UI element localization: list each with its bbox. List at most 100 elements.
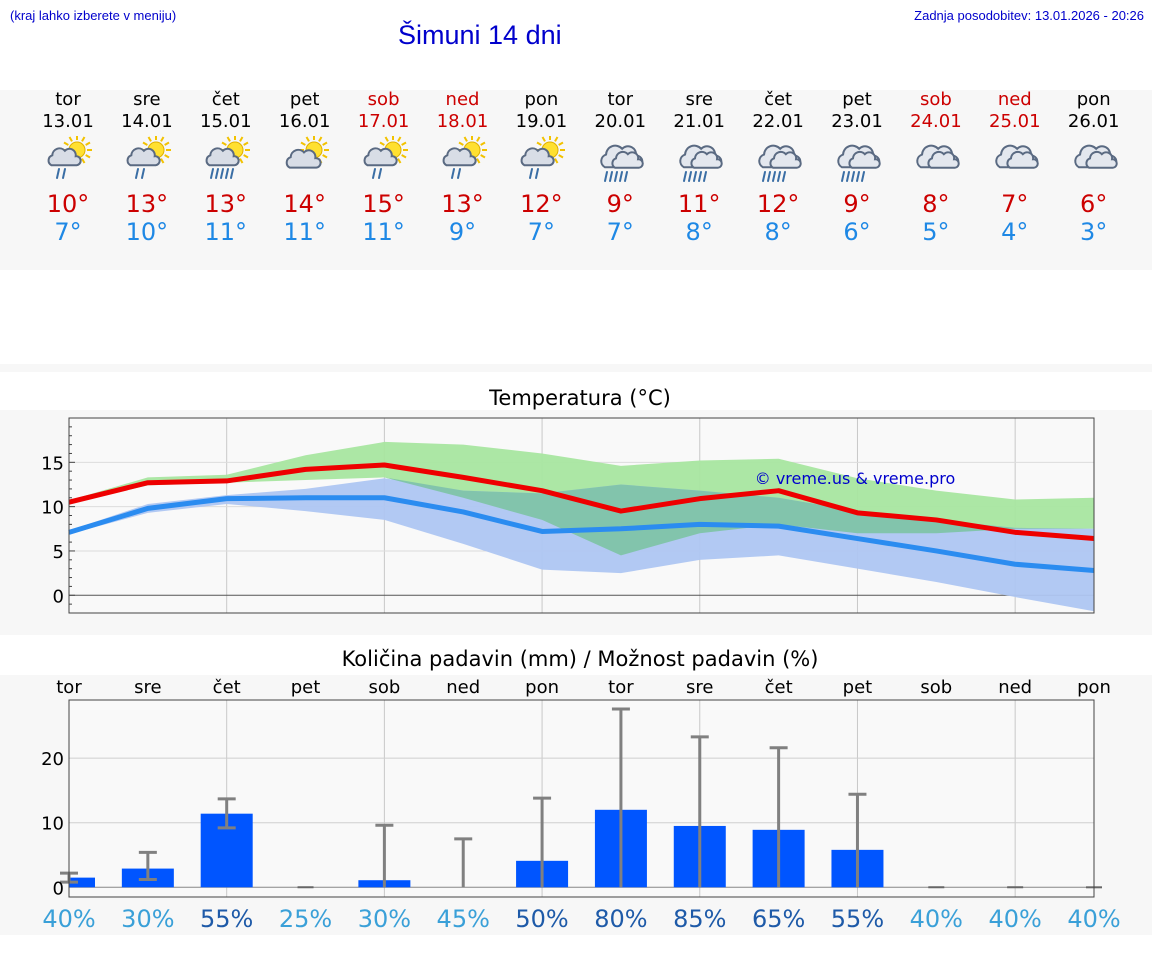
cloud-icon xyxy=(520,147,556,167)
raindrop xyxy=(229,168,234,179)
sun-ray xyxy=(396,158,401,164)
raindrop xyxy=(851,171,855,182)
forecast-day: pet 16.01 14° 11° xyxy=(265,89,345,246)
sun-icon xyxy=(62,136,92,165)
max-temp: 9° xyxy=(843,190,871,218)
sun-ray xyxy=(81,158,86,164)
temperature-chart-title: Temperatura (°C) xyxy=(489,386,671,410)
precipitation-probability-label: 85% xyxy=(673,905,726,933)
raindrop xyxy=(856,171,860,182)
page-title: Šimuni 14 dni xyxy=(398,20,562,50)
sun-ray xyxy=(536,141,543,146)
sun-ray xyxy=(396,136,401,142)
raindrop xyxy=(688,171,693,182)
sun-ray xyxy=(221,141,227,146)
sun-cloud-icon xyxy=(285,136,329,169)
day-name: pet xyxy=(289,89,320,110)
max-temp: 12° xyxy=(520,190,563,218)
sun-ray xyxy=(81,136,86,142)
max-temp: 14° xyxy=(283,190,326,218)
sun-ray xyxy=(475,136,480,142)
sun-ray xyxy=(238,158,244,164)
y-tick-label: 0 xyxy=(53,878,64,899)
min-temp: 9° xyxy=(448,218,477,246)
precipitation-chart: 0 10 20 tor sre čet pet sob ned pon tor sre čet pet so… xyxy=(41,677,1121,933)
precipitation-probability-label: 30% xyxy=(358,905,411,933)
sun-ray xyxy=(242,154,249,159)
day-name: sob xyxy=(367,89,400,110)
day-name: sob xyxy=(919,89,952,110)
min-temp: 7° xyxy=(54,218,82,246)
sun-ray xyxy=(400,154,407,159)
sun-ray xyxy=(558,141,564,146)
raindrop xyxy=(456,168,461,179)
sun-ray xyxy=(164,141,170,146)
day-date: 24.01 xyxy=(910,111,962,132)
sun-cloud-rain-icon xyxy=(520,136,566,179)
raindrop xyxy=(609,171,614,182)
cloud-icon xyxy=(690,150,723,169)
raindrop xyxy=(134,168,139,179)
range-overlap-band xyxy=(69,477,1094,556)
cloud-heavy-rain-icon xyxy=(758,144,802,182)
raindrop xyxy=(450,168,455,179)
forecast-day: čet 15.01 13° 11° xyxy=(186,89,266,246)
sun-ray xyxy=(479,141,485,146)
min-temp: 7° xyxy=(527,218,556,246)
forecast-day: tor 20.01 9° 7° xyxy=(580,89,660,246)
day-name: tor xyxy=(607,89,634,110)
y-tick-label: 10 xyxy=(41,814,64,835)
raindrop xyxy=(683,171,688,182)
x-category-label: čet xyxy=(213,677,241,698)
day-name: ned xyxy=(445,89,480,110)
sun-ray xyxy=(242,141,249,146)
cloud-icon xyxy=(1085,150,1118,169)
cloud-heavy-rain-icon xyxy=(679,144,723,182)
cloud-icon xyxy=(995,144,1039,169)
day-date: 15.01 xyxy=(200,111,252,132)
sun-ray xyxy=(379,141,385,146)
forecast-day: sre 14.01 13° 10° xyxy=(107,89,187,246)
raindrop xyxy=(703,171,708,182)
sun-ray xyxy=(558,154,564,159)
forecast-day: sob 24.01 8° 5° xyxy=(896,89,976,246)
sun-ray xyxy=(68,136,73,142)
sun-ray xyxy=(321,154,328,159)
day-date: 16.01 xyxy=(278,111,331,132)
day-date: 23.01 xyxy=(831,111,883,132)
sun-ray xyxy=(160,158,165,164)
sun-ray xyxy=(300,141,306,146)
raindrop xyxy=(214,168,219,179)
precipitation-probability-label: 45% xyxy=(437,905,490,933)
day-date: 14.01 xyxy=(121,111,173,132)
sun-ray xyxy=(164,154,170,159)
cloud-icon xyxy=(285,148,322,169)
day-date: 26.01 xyxy=(1067,111,1120,132)
section-divider xyxy=(0,364,1152,372)
raindrop xyxy=(841,171,845,182)
region-hint[interactable]: (kraj lahko izberete v meniju) xyxy=(10,8,177,23)
max-temp: 9° xyxy=(606,190,634,218)
max-temperature-line xyxy=(68,462,1095,542)
precipitation-probability-label: 55% xyxy=(200,905,253,933)
raindrop xyxy=(529,168,534,179)
x-category-label: sob xyxy=(368,677,400,698)
day-date: 19.01 xyxy=(515,111,568,132)
day-date: 13.01 xyxy=(42,111,94,132)
cloud-heavy-rain-icon xyxy=(837,144,881,182)
max-temp: 8° xyxy=(922,190,950,218)
max-temp: 6° xyxy=(1080,190,1108,218)
forecast-day: ned 18.01 13° 9° xyxy=(423,89,503,246)
x-category-label: ned xyxy=(446,677,480,698)
raindrop xyxy=(624,171,629,182)
day-name: pon xyxy=(1076,89,1111,110)
x-category-label: tor xyxy=(56,677,82,698)
raindrop xyxy=(535,168,540,179)
min-temp: 3° xyxy=(1080,218,1108,246)
day-date: 25.01 xyxy=(989,111,1041,132)
sun-ray xyxy=(554,136,559,142)
y-tick-label: 10 xyxy=(41,498,64,519)
x-category-label: pet xyxy=(843,677,873,698)
x-category-label: pon xyxy=(1077,677,1111,698)
sun-ray xyxy=(142,141,148,146)
